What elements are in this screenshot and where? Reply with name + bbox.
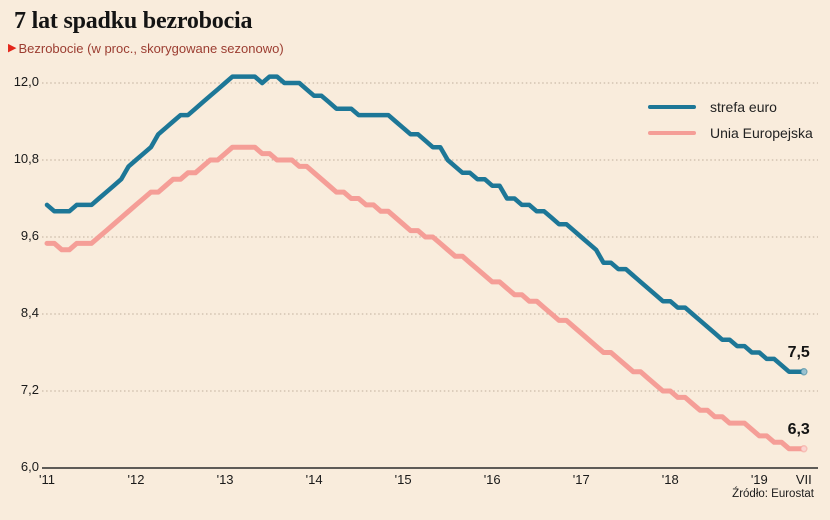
legend: strefa euro Unia Europejska	[648, 99, 813, 141]
x-tick-label: '19	[750, 472, 768, 487]
line-end-marker	[800, 368, 808, 376]
legend-swatch	[648, 131, 696, 135]
y-tick-label: 8,4	[20, 304, 39, 320]
x-tick-label: '12	[127, 472, 145, 487]
legend-swatch	[648, 105, 696, 109]
x-tick-label: VII	[795, 472, 812, 487]
y-tick-label: 7,2	[20, 381, 39, 397]
line-end-marker	[800, 445, 808, 453]
source-label: Źródło: Eurostat	[732, 488, 814, 500]
legend-label: Unia Europejska	[710, 125, 813, 141]
x-tick-label: '14	[305, 472, 323, 487]
legend-label: strefa euro	[710, 99, 777, 115]
y-tick-label: 12,0	[13, 73, 39, 89]
red-triangle-icon: ▶	[8, 42, 17, 54]
x-tick-label: '15	[394, 472, 412, 487]
eu-line	[44, 144, 807, 452]
end-value-label: 6,3	[787, 420, 810, 438]
x-tick-label: '16	[483, 472, 501, 487]
y-tick-label: 10,8	[13, 150, 39, 166]
y-tick-label: 9,6	[20, 227, 39, 243]
legend-row: strefa euro	[648, 99, 813, 115]
x-tick-label: '13	[216, 472, 234, 487]
x-tick-label: '17	[572, 472, 590, 487]
y-tick-label: 6,0	[20, 459, 39, 474]
x-tick-label: '11	[39, 472, 55, 487]
gridlines	[42, 82, 818, 469]
end-value-label: 7,5	[787, 343, 810, 361]
x-tick-label: '18	[661, 472, 679, 487]
chart-subtitle: ▶ Bezrobocie (w proc., skorygowane sezon…	[8, 41, 284, 56]
page-title: 7 lat spadku bezrobocia	[14, 8, 253, 34]
euro-area-line	[44, 74, 807, 374]
chart-subtitle-label: Bezrobocie (w proc., skorygowane sezonow…	[18, 41, 284, 56]
legend-row: Unia Europejska	[648, 125, 813, 141]
